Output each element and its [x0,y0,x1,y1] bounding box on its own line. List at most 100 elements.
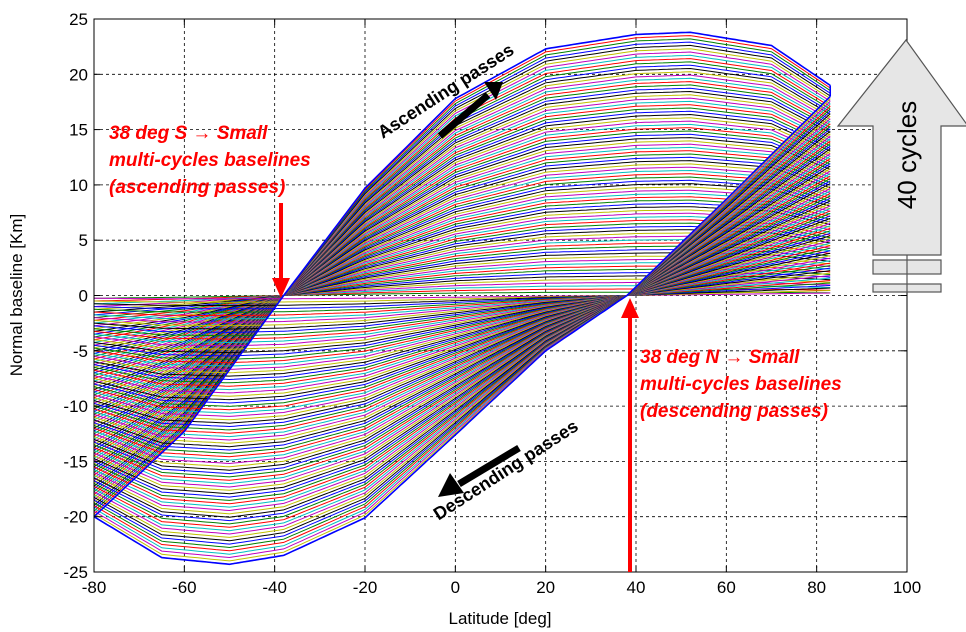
north-arrow [621,298,639,572]
x-tick-label: 80 [807,578,826,597]
descending-series-line [94,183,831,448]
descending-series-line [94,165,831,471]
south-annotation-line-3: (ascending passes) [109,177,285,198]
ascending-series-line [94,107,831,454]
y-tick-label: 0 [79,287,88,306]
descending-series-line [94,153,831,488]
ascending-series-line [94,77,831,479]
y-tick-label: 10 [69,176,88,195]
descending-series-line [94,232,831,381]
descending-series-line [94,207,831,414]
descending-series-line [94,143,831,501]
descending-series-line [94,202,831,421]
ascending-series-line [94,166,831,404]
south-annotation: 38 deg S → Small multi-cycles baselines … [109,123,311,198]
x-axis-label: Latitude [deg] [448,609,551,628]
descending-series-line [94,250,831,357]
descending-series-line [94,277,831,320]
y-tick-label: -25 [63,563,88,582]
descending-series-line [94,108,831,549]
descending-series-line [94,133,831,515]
descending-series-line [94,255,831,350]
descending-series-line [94,111,831,545]
north-annotation: 38 deg N → Small multi-cycles baselines … [640,347,842,422]
descending-series-line [94,113,831,542]
descending-series-line [94,125,831,525]
x-tick-label: 60 [717,578,736,597]
descending-series-line [94,242,831,367]
descending-series-line [94,145,831,498]
ascending-series-line [94,87,831,471]
ascending-series-line [94,206,831,371]
descending-series-line [94,227,831,387]
descending-series-line [94,135,831,512]
descending-series-line [94,188,831,441]
ascending-series-line [94,90,831,468]
descending-series-line [94,168,831,468]
ascending-series-line [94,153,831,415]
descending-series-line [94,267,831,334]
descending-series-line [94,205,831,417]
ascending-series-line [94,120,831,443]
descending-series-line [94,247,831,360]
descending-series-line [94,237,831,374]
y-tick-label: -15 [63,452,88,471]
descending-series-line [94,230,831,384]
descending-series-line [94,195,831,431]
baseline-curves [94,31,831,565]
y-axis-label: Normal baseline [Km] [7,214,26,377]
descending-series-line [94,270,831,330]
descending-series-line [94,103,831,555]
descending-envelope-line [94,95,831,566]
ascending-series-line [94,123,831,440]
y-tick-label: 15 [69,121,88,140]
descending-series-line [94,193,831,434]
ascending-arrow [437,82,503,139]
descending-series-line [94,282,831,313]
ascending-series-line [94,212,831,366]
descending-series-line [94,215,831,404]
descending-arrow [438,444,521,497]
descending-series-line [94,262,831,340]
descending-series-line [94,197,831,428]
ascending-series-line [94,41,831,509]
y-tick-label: -5 [73,342,88,361]
ascending-series-line [94,127,831,437]
x-tick-label: -60 [172,578,197,597]
ascending-series-line [94,202,831,374]
descending-series-line [94,123,831,528]
ascending-series-line [94,48,831,504]
envelope [94,31,832,566]
ascending-series-line [94,38,831,512]
descending-series-line [94,240,831,370]
descending-series-line [94,130,831,518]
ascending-series-line [94,156,831,413]
ascending-series-line [94,130,831,435]
descending-series-line [94,180,831,451]
ascending-series-line [94,183,831,390]
descending-series-line [94,158,831,481]
descending-series-line [94,290,831,303]
ascending-series-line [94,100,831,460]
y-axis-ticks: -25 -20 -15 -10 -5 0 5 10 15 20 25 [63,10,907,582]
descending-series-line [94,115,831,538]
north-annotation-line-2: multi-cycles baselines [640,374,842,395]
ascending-series-line [94,97,831,462]
descending-series-line [94,175,831,458]
descending-series-line [94,138,831,508]
descending-series-line [94,275,831,323]
north-annotation-line-3: (descending passes) [640,401,828,422]
descending-series-line [94,173,831,461]
descending-series-line [94,292,831,300]
ascending-series-line [94,192,831,382]
descending-series-line [94,265,831,337]
descending-series-line [94,148,831,495]
descending-series-line [94,155,831,485]
ascending-series-line [94,110,831,451]
ascending-series-line [94,133,831,432]
descending-series-line [94,160,831,478]
descending-series-line [94,225,831,391]
ascending-series-line [94,143,831,424]
descending-series-line [94,118,831,535]
